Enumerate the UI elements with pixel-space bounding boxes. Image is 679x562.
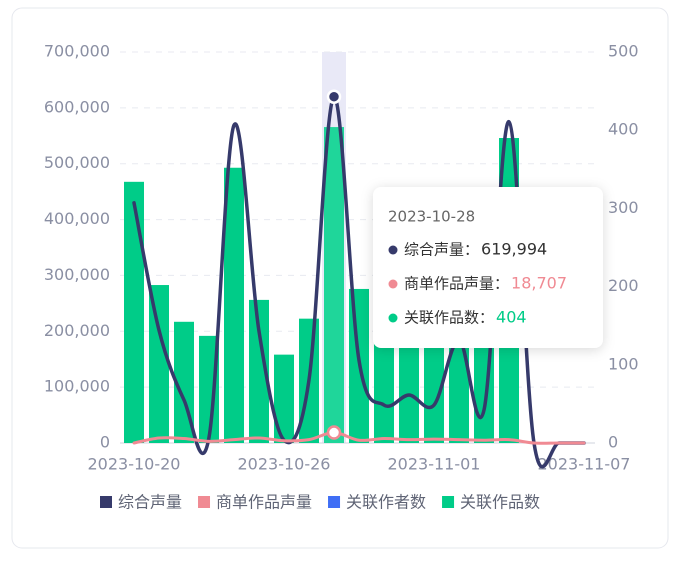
tooltip-value: 619,994 [481,240,547,259]
y-tick-label: 200,000 [44,321,110,340]
bar [324,127,344,444]
x-tick-label: 2023-11-01 [388,455,481,474]
legend-swatch [100,496,112,508]
y2-tick-label: 0 [608,433,618,452]
bar [274,354,294,443]
legend-label: 综合声量 [118,493,182,512]
x-tick-label: 2023-10-26 [238,455,331,474]
y2-tick-label: 200 [608,276,639,295]
y2-tick-label: 300 [608,198,639,217]
bar [124,181,144,443]
bar [149,285,169,443]
tooltip-label: 商单作品声量： [404,275,509,293]
line [132,94,586,469]
bar [249,299,269,443]
line [132,431,586,445]
y-tick-label: 700,000 [44,42,110,61]
bar [399,317,419,443]
tooltip-label: 关联作品数： [404,309,494,327]
legend-swatch [328,496,341,508]
tooltip: 2023-10-28 综合声量： 619,994 商单作品声量： 18,707 关联作品数… [373,187,603,348]
tooltip-title: 2023-10-28 [388,208,475,226]
legend-swatch [198,496,211,508]
tooltip-label: 综合声量： [404,241,479,259]
bar [224,167,244,443]
legend-label: 关联作品数 [460,493,540,512]
hover-dot [326,425,342,440]
y-tick-label: 400,000 [44,209,110,228]
legend: 综合声量 商单作品声量 关联作者数 关联作品数 [100,493,540,512]
y2-tick-label: 100 [608,354,639,373]
y2-tick-label: 500 [608,42,639,61]
y-tick-label: 600,000 [44,97,110,116]
y-tick-label: 300,000 [44,265,110,284]
tooltip-marker [388,245,398,255]
legend-label: 关联作者数 [346,493,426,512]
legend-label: 商单作品声量 [216,493,312,512]
x-tick-label: 2023-11-07 [538,455,631,474]
tooltip-box [373,187,603,348]
y-tick-label: 100,000 [44,377,110,396]
tooltip-marker [388,313,398,323]
tooltip-value: 18,707 [511,274,567,293]
hover-dot [326,89,342,104]
tooltip-marker [388,279,398,289]
y-tick-label: 500,000 [44,153,110,172]
legend-swatch [442,496,455,508]
y2-tick-label: 400 [608,120,639,139]
tooltip-value: 404 [496,308,527,327]
x-tick-label: 2023-10-20 [88,455,181,474]
y-tick-label: 0 [100,433,110,452]
